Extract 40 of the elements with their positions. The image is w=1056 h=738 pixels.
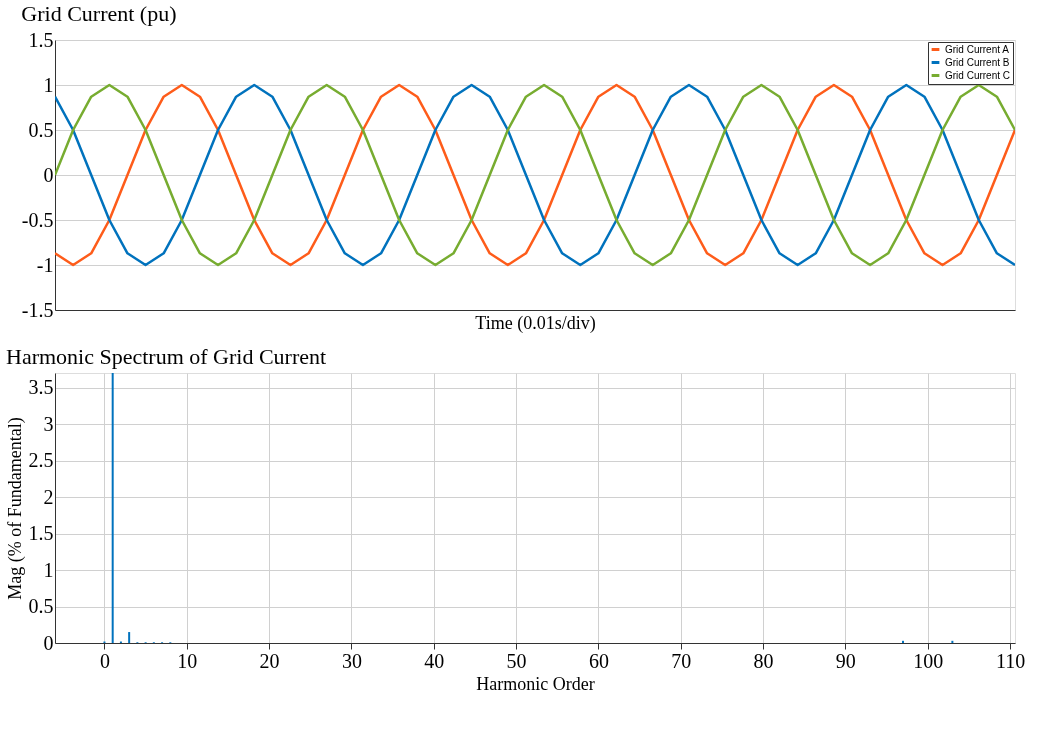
bar [111, 373, 114, 643]
x-tick-label: 30 [341, 649, 362, 672]
x-tick-label: 0 [99, 649, 110, 672]
y-tick-label: 0.5 [28, 595, 54, 618]
x-tick-label: 80 [753, 649, 774, 672]
x-tick-label: 20 [259, 649, 280, 672]
y-tick-label: 2.5 [28, 449, 54, 472]
x-axis-title: Harmonic Order [476, 673, 595, 694]
bar [128, 632, 131, 643]
x-tick-label: 100 [913, 649, 944, 672]
y-tick-label: 2 [43, 485, 54, 508]
x-tick-label: 50 [506, 649, 527, 672]
y-tick-label: 3 [43, 412, 54, 435]
y-tick-label: 1.5 [28, 522, 54, 545]
y-tick-label: -1.5 [21, 298, 54, 321]
legend-label: Grid Current B [945, 56, 1010, 68]
legend-label: Grid Current C [945, 69, 1011, 81]
y-tick-label: 0 [43, 163, 54, 186]
y-tick-label: 0 [43, 631, 54, 654]
x-axis-title: Time (0.01s/div) [475, 312, 596, 334]
x-tick-label: 70 [671, 649, 692, 672]
y-tick-label: 0.5 [28, 118, 54, 141]
y-tick-label: 1.5 [28, 28, 54, 51]
y-tick-label: 1 [43, 73, 54, 96]
legend-label: Grid Current A [945, 43, 1010, 55]
bar [951, 640, 954, 643]
line-series [55, 83, 1015, 267]
x-tick-label: 60 [588, 649, 609, 672]
chart-title: Grid Current (pu) [21, 1, 177, 26]
bar [901, 640, 904, 643]
y-axis-title: Mag (% of Fundamental) [4, 417, 26, 600]
x-tick-label: 110 [995, 649, 1026, 672]
chart-title: Harmonic Spectrum of Grid Current [6, 344, 327, 369]
y-tick-label: 3.5 [28, 376, 54, 399]
y-tick-label: 1 [43, 558, 54, 581]
y-tick-label: -1 [36, 253, 54, 276]
x-tick-label: 90 [835, 649, 856, 672]
x-tick-label: 40 [424, 649, 445, 672]
x-tick-label: 10 [177, 649, 198, 672]
y-tick-label: -0.5 [21, 208, 54, 231]
